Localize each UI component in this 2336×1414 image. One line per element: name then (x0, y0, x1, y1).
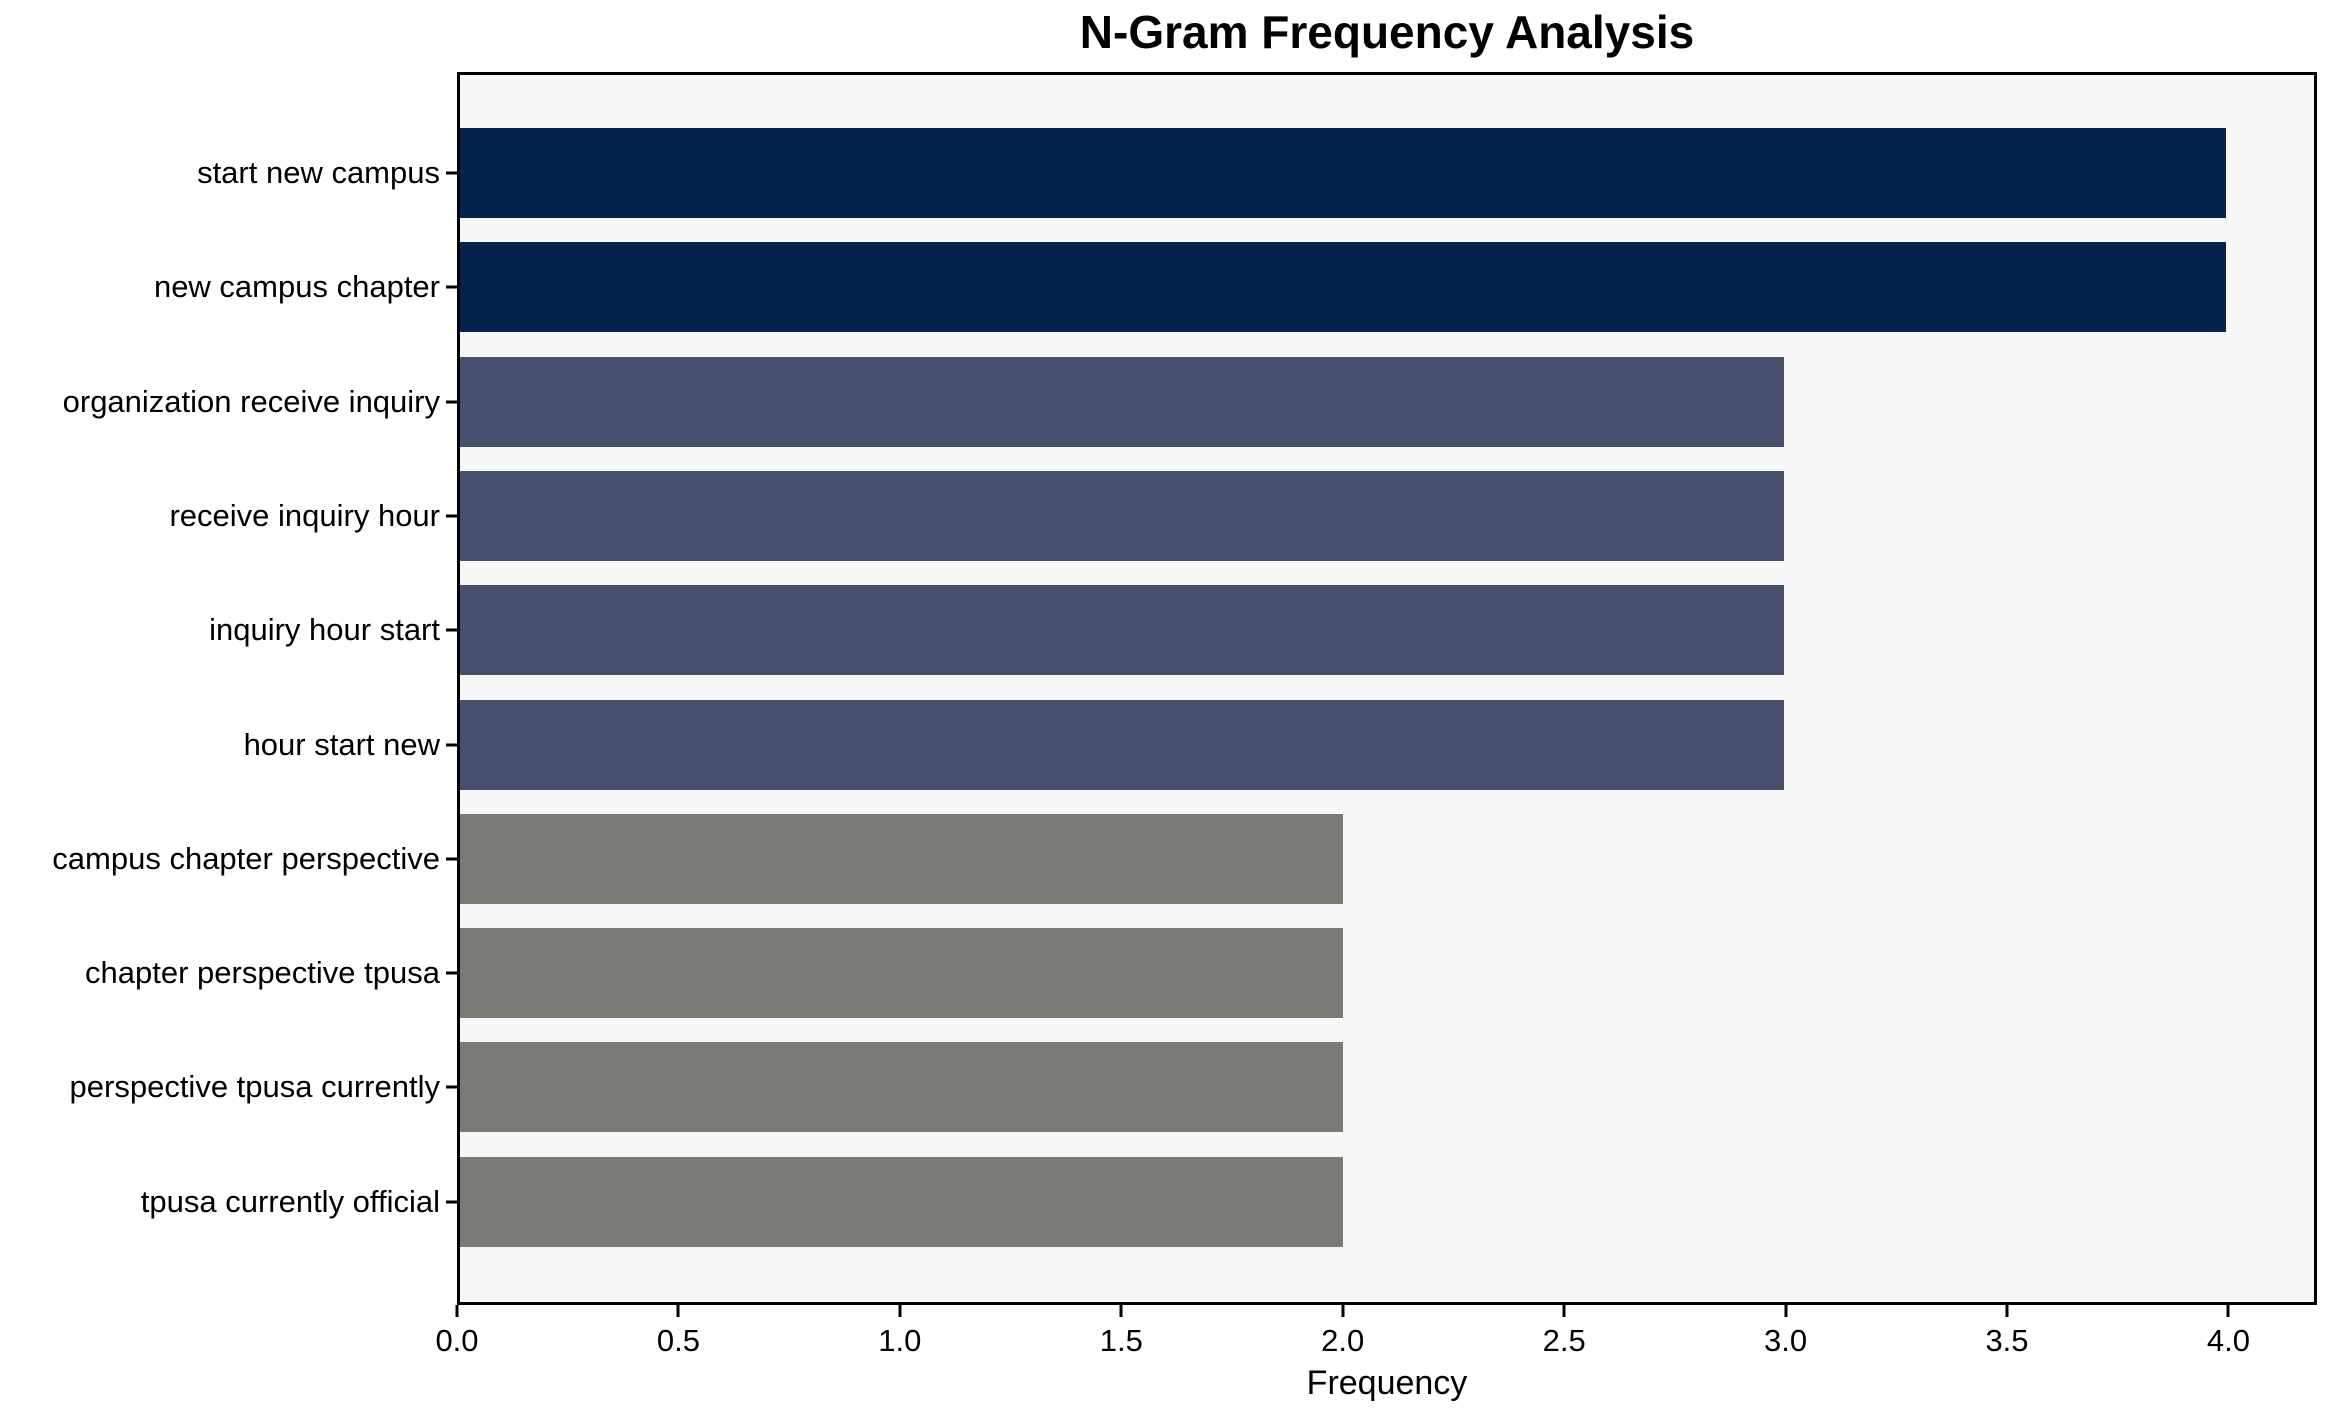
chart-title: N-Gram Frequency Analysis (1079, 6, 1695, 58)
y-tick-mark (446, 1085, 457, 1089)
x-tick-label: 0.0 (435, 1323, 479, 1358)
y-tick-label: hour start new (243, 726, 440, 762)
x-tick-label: 3.5 (1985, 1323, 2029, 1358)
bar-inquiry-hour-start (460, 585, 1785, 676)
bar-organization-receive-inquiry (460, 356, 1785, 447)
x-tick-mark (2005, 1305, 2009, 1317)
x-tick-mark (1784, 1305, 1788, 1317)
y-tick-mark (446, 1200, 457, 1204)
bar-new-campus-chapter (460, 242, 2226, 333)
bar-perspective-tpusa-currently (460, 1042, 1343, 1133)
x-tick-mark (1119, 1305, 1123, 1317)
y-tick-mark (446, 171, 457, 175)
x-tick-mark (676, 1305, 680, 1317)
x-tick-label: 2.0 (1321, 1323, 1365, 1358)
y-tick-label: inquiry hour start (209, 612, 440, 648)
y-tick-mark (446, 514, 457, 518)
y-tick-mark (446, 285, 457, 289)
bar-chapter-perspective-tpusa (460, 928, 1343, 1019)
x-tick-label: 2.5 (1542, 1323, 1586, 1358)
bar-campus-chapter-perspective (460, 813, 1343, 904)
x-tick-label: 1.0 (878, 1323, 922, 1358)
x-tick-mark (1562, 1305, 1566, 1317)
y-tick-label: receive inquiry hour (169, 497, 440, 533)
y-tick-label: start new campus (197, 155, 440, 190)
plot-area (457, 72, 2317, 1305)
y-tick-mark (446, 628, 457, 632)
bar-hour-start-new (460, 699, 1785, 790)
x-tick-mark (1341, 1305, 1345, 1317)
y-tick-mark (446, 400, 457, 404)
x-tick-label: 3.0 (1764, 1323, 1808, 1358)
x-tick-label: 0.5 (656, 1323, 700, 1358)
x-tick-label: 4.0 (2206, 1323, 2250, 1358)
y-tick-label: tpusa currently official (140, 1183, 440, 1219)
y-tick-label: chapter perspective tpusa (85, 955, 440, 991)
x-axis-label: Frequency (1306, 1364, 1468, 1402)
y-tick-mark (446, 857, 457, 861)
x-tick-mark (455, 1305, 459, 1317)
bar-tpusa-currently-official (460, 1156, 1343, 1247)
y-tick-label: new campus chapter (153, 269, 440, 305)
x-tick-mark (2226, 1305, 2230, 1317)
bar-receive-inquiry-hour (460, 470, 1785, 561)
x-tick-mark (898, 1305, 902, 1317)
y-tick-mark (446, 743, 457, 746)
y-tick-label: organization receive inquiry (62, 383, 440, 419)
y-tick-label: perspective tpusa currently (69, 1069, 440, 1105)
y-tick-mark (446, 971, 457, 975)
bar-start-new-campus (460, 128, 2226, 218)
x-tick-label: 1.5 (1099, 1323, 1143, 1358)
y-tick-label: campus chapter perspective (52, 840, 440, 876)
